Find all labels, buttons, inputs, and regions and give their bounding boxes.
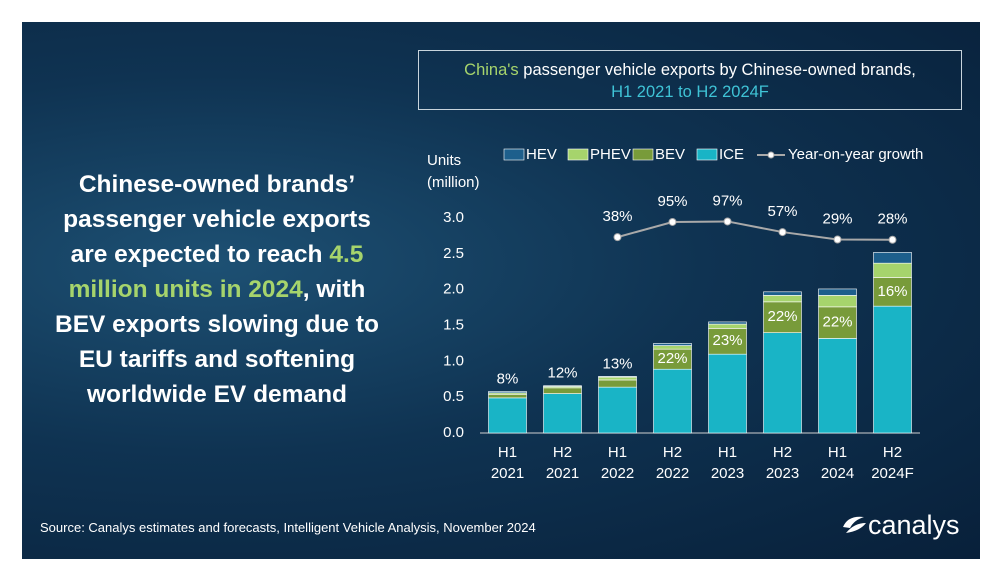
source: Source: Canalys estimates and forecasts,… — [40, 520, 536, 535]
bar-segment — [653, 368, 692, 434]
headline-text: Chinese-owned brands’ passenger vehicle … — [63, 171, 371, 268]
x-tick-label: H2 2021 — [545, 444, 580, 482]
y-tick-label: 2.0 — [443, 281, 464, 298]
growth-label: 57% — [767, 203, 797, 220]
bar-segment — [873, 305, 912, 434]
bar-segment — [488, 391, 527, 394]
bar-segment — [653, 345, 692, 350]
bev-share-label: 8% — [497, 370, 519, 387]
chart-title: passenger vehicle exports by Chinese-own… — [523, 61, 916, 79]
bar-segment — [598, 376, 637, 378]
bar-segment — [818, 338, 857, 434]
bar-segment — [598, 379, 637, 388]
growth-label: 38% — [602, 208, 632, 225]
y-tick-label: 1.5 — [443, 316, 464, 333]
bar-segment — [763, 301, 802, 333]
bar-segment — [708, 353, 747, 434]
growth-point — [668, 217, 677, 226]
growth-label: 95% — [657, 193, 687, 210]
y-tick-label: 0.0 — [443, 424, 464, 441]
bev-share-label: 12% — [547, 365, 577, 382]
bar-segment — [543, 393, 582, 434]
y-tick-label: 3.0 — [443, 209, 464, 226]
growth-line — [617, 220, 893, 241]
chart-subtitle: H1 2021 to H2 2024F — [611, 83, 769, 101]
x-tick-label: H1 2021 — [490, 444, 525, 482]
bar-segment — [708, 321, 747, 325]
headline-highlight: 4.5 million units in 2024 — [68, 241, 364, 303]
bev-share-label: 22% — [657, 350, 687, 367]
y-tick-label: 0.5 — [443, 388, 464, 405]
logo: canalys — [840, 510, 960, 541]
y-tick-label: 1.0 — [443, 352, 464, 369]
headline-text: , with BEV exports slowing due to EU tar… — [55, 276, 379, 408]
legend-swatch — [696, 148, 718, 161]
bar-segment — [818, 295, 857, 308]
bar-segment — [708, 323, 747, 329]
bar-segment — [763, 295, 802, 303]
logo-text: canalys — [868, 510, 960, 540]
bar-segment — [598, 376, 637, 381]
bar-segment — [873, 277, 912, 307]
legend-label: Year-on-year growth — [788, 146, 923, 163]
y-axis-label: Units (million) — [427, 152, 480, 191]
growth-point — [723, 217, 732, 226]
legend-swatch — [503, 148, 525, 161]
chart-title-box: China's passenger vehicle exports by Chi… — [418, 50, 962, 110]
legend-label: HEV — [526, 146, 557, 163]
growth-point — [888, 235, 897, 244]
bar-segment — [873, 252, 912, 264]
bev-share-label: 22% — [767, 308, 797, 325]
bev-share-label: 16% — [877, 283, 907, 300]
bar-segment — [488, 393, 527, 399]
bar-segment — [543, 385, 582, 387]
headline: Chinese-owned brands’ passenger vehicle … — [52, 167, 382, 412]
logo-icon — [843, 516, 866, 533]
bar-segment — [818, 306, 857, 339]
x-tick-label: H1 2023 — [710, 444, 745, 482]
legend-swatch — [632, 148, 654, 161]
legend-dot — [767, 151, 775, 159]
x-tick-label: H2 2024F — [871, 444, 914, 482]
legend-label: ICE — [719, 146, 744, 163]
slide: Chinese-owned brands’ passenger vehicle … — [22, 22, 980, 559]
chart: 0.0 0.5 1.0 1.5 2.0 2.5 3.0 8% 12% 13% 22% 23% 22% 22… — [443, 146, 923, 441]
growth-point — [613, 233, 622, 242]
bar-segment — [543, 387, 582, 394]
legend-swatch — [567, 148, 589, 161]
growth-point — [778, 228, 787, 237]
x-tick-label: H1 2022 — [600, 444, 635, 482]
y-tick-label: 2.5 — [443, 245, 464, 262]
bev-share-label: 22% — [822, 314, 852, 331]
bev-share-label: 23% — [712, 332, 742, 349]
bar-segment — [763, 332, 802, 434]
bar-segment — [598, 386, 637, 434]
x-tick-label: H2 2023 — [765, 444, 800, 482]
legend-label: PHEV — [590, 146, 631, 163]
bar-segment — [818, 288, 857, 296]
growth-label: 97% — [712, 192, 742, 209]
bar-segment — [873, 262, 912, 278]
bar-segment — [653, 343, 692, 346]
bar-segment — [488, 397, 527, 434]
growth-label: 28% — [877, 211, 907, 228]
chart-title-lead: China's — [464, 61, 519, 79]
growth-label: 29% — [822, 210, 852, 227]
bev-share-label: 13% — [602, 355, 632, 372]
legend-label: BEV — [655, 146, 685, 163]
x-tick-label: H1 2024 — [820, 444, 855, 482]
growth-point — [833, 235, 842, 244]
bar-segment — [763, 291, 802, 296]
x-tick-label: H2 2022 — [655, 444, 690, 482]
